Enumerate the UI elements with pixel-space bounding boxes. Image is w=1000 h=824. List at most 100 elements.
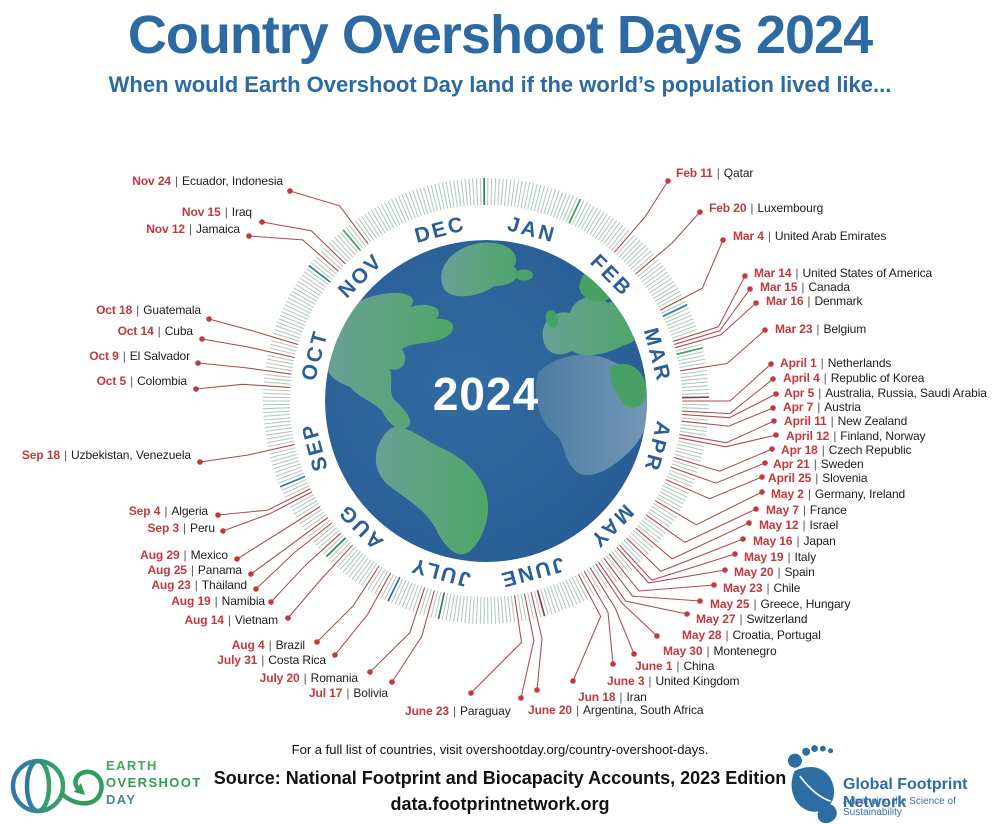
day-tick <box>507 179 512 207</box>
day-tick <box>266 362 293 369</box>
label-dot <box>753 506 759 512</box>
overshoot-countries: Slovenia <box>822 471 868 485</box>
day-tick <box>380 573 395 599</box>
day-tick <box>266 433 293 440</box>
day-tick <box>267 440 295 448</box>
separator: | <box>815 471 819 485</box>
overshoot-countries: Montenegro <box>713 644 777 658</box>
overshoot-date: June 3 <box>607 674 645 688</box>
overshoot-countries: Argentina, South Africa <box>583 703 704 717</box>
connector-line <box>236 506 321 560</box>
separator: | <box>753 597 757 611</box>
landmass-arabia <box>609 363 647 408</box>
day-tick <box>361 563 378 587</box>
day-tick <box>647 511 671 528</box>
overshoot-countries: Czech Republic <box>828 443 912 457</box>
day-tick <box>303 514 327 531</box>
connector-line <box>250 517 329 575</box>
overshoot-label: May 16 | Japan <box>753 534 836 548</box>
connector-line <box>199 443 295 463</box>
separator: | <box>164 504 168 518</box>
separator: | <box>157 324 161 338</box>
day-tick <box>676 443 704 451</box>
overshoot-countries: Greece, Hungary <box>760 597 851 611</box>
day-tick <box>445 593 452 621</box>
day-tick <box>556 192 567 219</box>
overshoot-countries: Thailand <box>201 578 247 592</box>
day-tick <box>497 178 500 206</box>
connector-line <box>222 491 313 532</box>
overshoot-countries: Guatemala <box>143 303 201 317</box>
day-tick <box>571 200 585 226</box>
day-tick <box>656 497 681 512</box>
label-dot <box>753 300 759 306</box>
day-tick <box>546 189 557 215</box>
day-tick <box>680 369 707 375</box>
separator: | <box>817 400 821 414</box>
label-dot <box>287 188 293 194</box>
connector-line <box>195 383 291 390</box>
label-dot <box>389 679 395 685</box>
page-title: Country Overshoot Days 2024 <box>127 5 873 65</box>
label-dot <box>684 611 690 617</box>
overshoot-countries: Spain <box>784 565 815 579</box>
label-dot <box>770 376 776 382</box>
gfn-logo-tagline: Advancing the Science of Sustainability <box>843 796 956 818</box>
label-dot <box>665 178 671 184</box>
separator: | <box>261 653 265 667</box>
overshoot-label: Nov 12 | Jamaica <box>146 222 240 236</box>
overshoot-date: May 19 <box>744 550 784 564</box>
day-tick <box>453 180 459 208</box>
overshoot-countries: France <box>809 503 847 517</box>
overshoot-date: May 7 <box>766 503 799 517</box>
day-tick <box>374 207 389 232</box>
day-tick <box>493 178 497 206</box>
overshoot-date: May 25 <box>710 597 750 611</box>
landmass-north-america <box>325 292 454 429</box>
day-tick <box>264 420 292 425</box>
overshoot-countries: Vietnam <box>234 613 278 627</box>
overshoot-date: Aug 14 <box>184 613 224 627</box>
overshoot-label: June 3 | United Kingdom <box>607 674 740 688</box>
overshoot-countries: Croatia, Portugal <box>732 628 821 642</box>
day-tick <box>580 572 595 597</box>
overshoot-countries: Chile <box>773 581 801 595</box>
separator: | <box>224 205 228 219</box>
label-dot <box>468 690 474 696</box>
day-tick <box>568 198 582 224</box>
overshoot-date: Nov 12 <box>146 222 185 236</box>
overshoot-date: Sep 18 <box>21 448 60 462</box>
day-tick <box>630 250 652 270</box>
label-dot <box>367 669 373 675</box>
overshoot-date: Feb 20 <box>709 201 747 215</box>
label-dot <box>534 687 540 693</box>
day-tick <box>270 343 297 352</box>
day-tick <box>456 595 462 623</box>
day-tick <box>676 347 703 356</box>
day-tick <box>676 447 703 455</box>
day-tick <box>510 595 516 623</box>
globe-wireframe-icon <box>10 758 66 814</box>
overshoot-countries: Romania <box>310 671 358 685</box>
day-tick <box>263 407 291 410</box>
overshoot-countries: Uzbekistan, Venezuela <box>71 448 191 462</box>
overshoot-label: Apr 5 | Australia, Russia, Saudi Arabia <box>784 386 987 400</box>
separator: | <box>823 371 827 385</box>
day-tick <box>497 596 500 624</box>
connector-line <box>619 544 736 581</box>
overshoot-countries: Cuba <box>164 324 193 338</box>
overshoot-date: May 12 <box>759 518 799 532</box>
center-year: 2024 <box>432 368 540 420</box>
day-tick <box>668 318 694 330</box>
day-tick <box>282 482 309 495</box>
label-dot <box>654 633 660 639</box>
day-tick <box>533 184 542 212</box>
eod-logo-line2: OVERSHOOT <box>106 775 202 790</box>
day-tick <box>364 213 380 237</box>
connector-line <box>287 544 353 619</box>
overshoot-label: Nov 24 | Ecuador, Indonesia <box>132 174 283 188</box>
label-dot <box>195 360 201 366</box>
day-tick <box>641 519 664 537</box>
day-tick <box>632 253 654 272</box>
label-dot <box>314 639 320 645</box>
